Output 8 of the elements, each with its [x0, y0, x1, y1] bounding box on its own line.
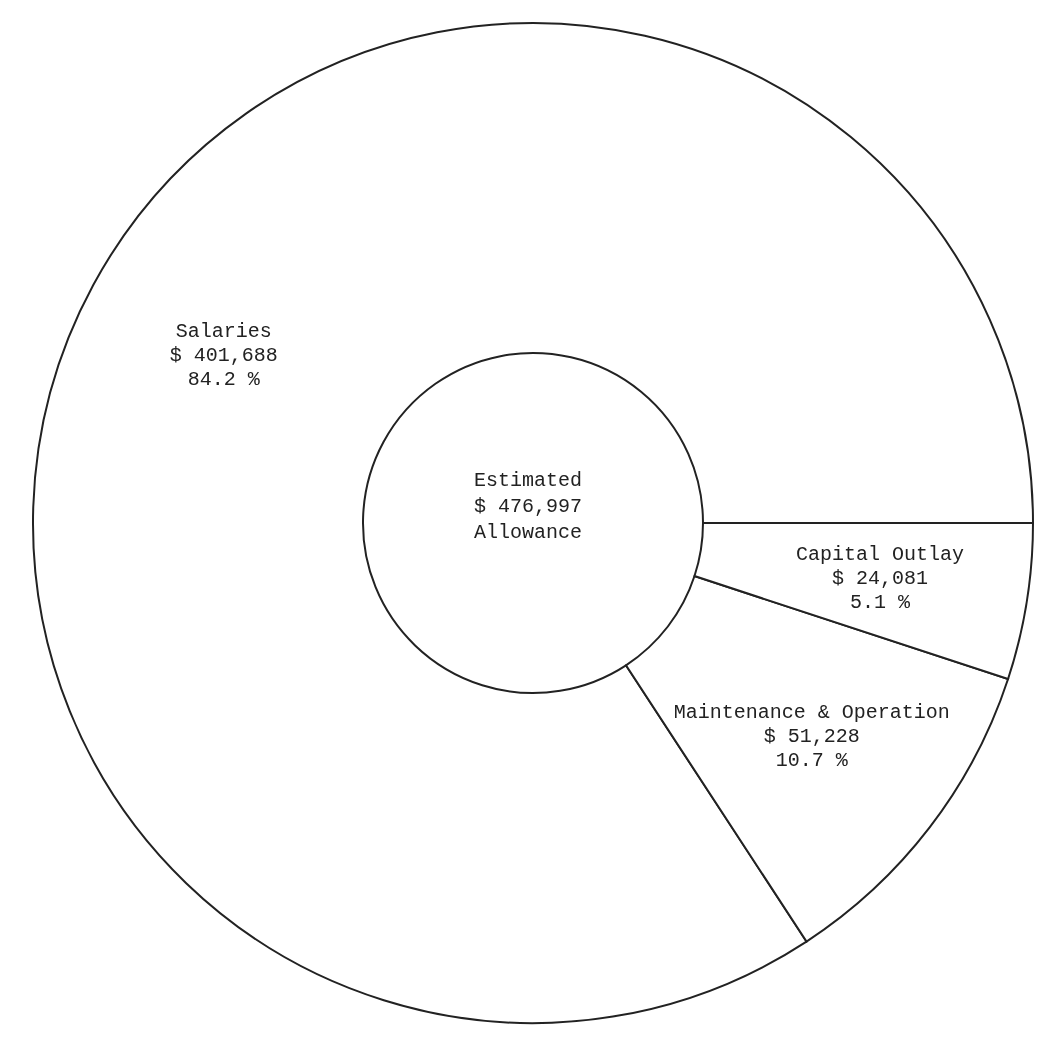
donut-slice: [32, 22, 1034, 1024]
slice-label: Salaries: [175, 320, 272, 343]
slice-label: Capital Outlay: [796, 542, 965, 566]
data-label: $ 401,688 84.2 %: [169, 344, 278, 391]
slice-label: Maintenance & Operation: [673, 701, 950, 725]
text: Estimated $ 476,997 Allowance: [473, 468, 583, 546]
data-label: $ 51,228 10.7 %: [763, 725, 860, 773]
data-label: $ 24,081 5.1 %: [832, 566, 929, 614]
